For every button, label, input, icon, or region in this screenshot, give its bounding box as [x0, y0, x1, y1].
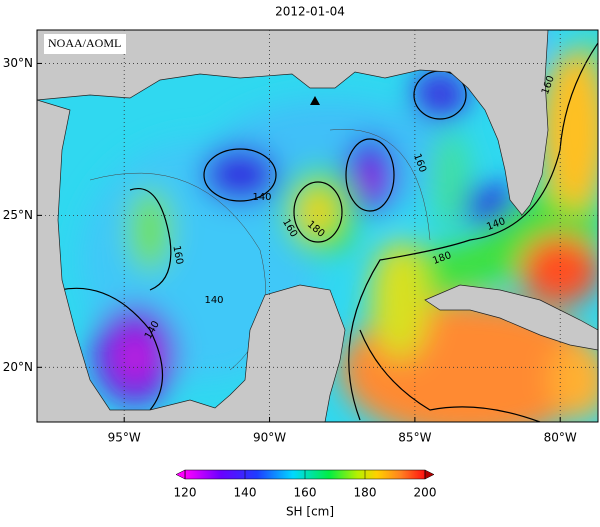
- title: 2012-01-04: [275, 5, 345, 19]
- colorbar-tick-label: 200: [414, 486, 437, 500]
- colorbar-tick-label: 140: [234, 486, 257, 500]
- contour-label: 140: [204, 295, 223, 306]
- contour-label: 160: [170, 245, 184, 266]
- lon-tick-label: 95°W: [108, 431, 141, 445]
- lon-tick-label: 85°W: [398, 431, 431, 445]
- sea-height-field: [37, 30, 598, 422]
- colorbar-tick-label: 120: [174, 486, 197, 500]
- lat-tick-label: 30°N: [3, 56, 33, 70]
- contour-label: 140: [252, 192, 271, 203]
- map-frame: [36, 29, 599, 423]
- lon-tick-label: 90°W: [253, 431, 286, 445]
- colorbar-label: SH [cm]: [286, 505, 334, 519]
- credit: NOAA/AOML: [48, 36, 121, 50]
- colorbar-tick-label: 160: [294, 486, 317, 500]
- lat-tick-label: 20°N: [3, 360, 33, 374]
- colorbar-tick-label: 180: [354, 486, 377, 500]
- lon-tick-label: 80°W: [544, 431, 577, 445]
- lat-tick-label: 25°N: [3, 208, 33, 222]
